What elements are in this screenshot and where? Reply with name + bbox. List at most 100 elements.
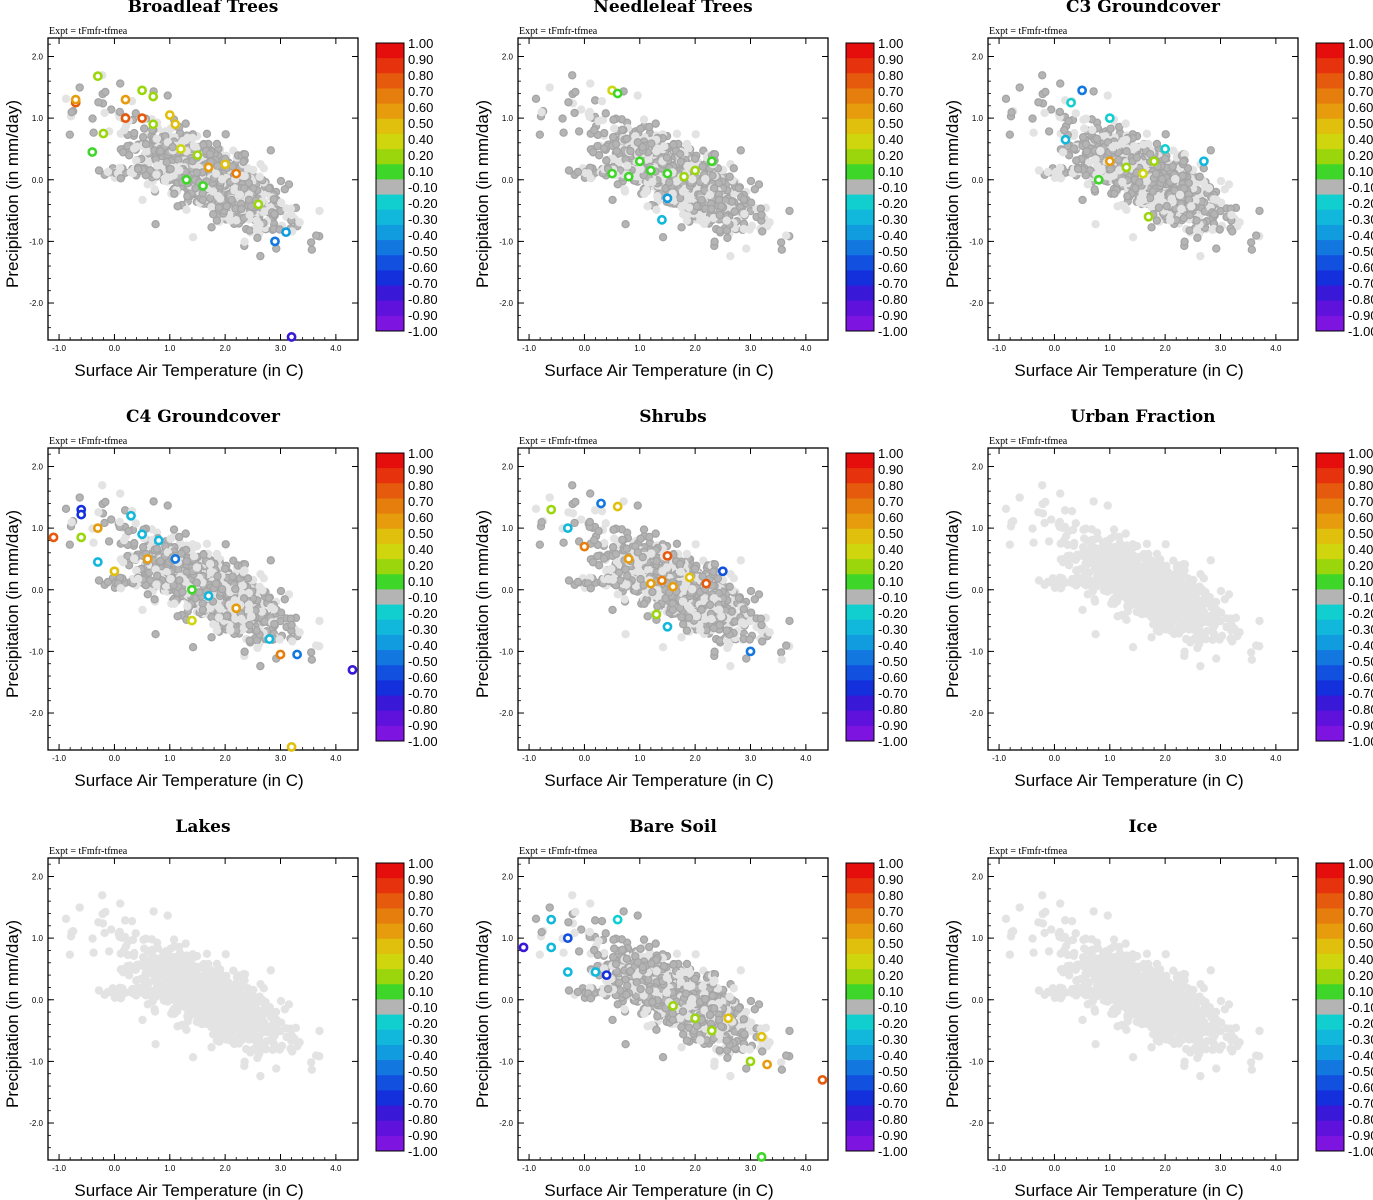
data-point (198, 195, 208, 205)
colorbar-label: 0.70 (878, 84, 903, 99)
colorbar-label: -0.60 (878, 260, 908, 275)
data-point (163, 501, 172, 510)
colorbar-label: 0.10 (408, 164, 433, 179)
data-point (765, 218, 774, 227)
colorbar-label: -0.90 (1348, 308, 1373, 323)
data-point (120, 535, 129, 545)
highlighted-point (1066, 97, 1076, 108)
data-point (244, 178, 253, 188)
data-point (98, 481, 107, 490)
highlighted-point (657, 214, 667, 225)
data-point (531, 504, 541, 514)
data-point (568, 71, 577, 80)
data-point (240, 647, 249, 656)
data-point (776, 238, 786, 247)
data-point (166, 574, 175, 584)
colorbar-swatch (376, 73, 404, 89)
data-point (1135, 178, 1144, 187)
x-tick-label: 3.0 (1215, 344, 1227, 353)
data-point (665, 178, 674, 187)
point-layer (531, 481, 794, 671)
data-point (1178, 171, 1187, 180)
colorbar-swatch (376, 164, 404, 180)
data-point (1040, 108, 1049, 118)
colorbar-swatch (1316, 209, 1344, 226)
highlighted-point (645, 165, 656, 176)
data-point (722, 216, 731, 225)
highlighted-point (170, 554, 181, 564)
data-point (590, 125, 599, 135)
y-tick-label: 1.0 (502, 524, 514, 533)
x-tick-label: 2.0 (1160, 344, 1172, 353)
colorbar-swatch (376, 255, 404, 271)
data-point (1113, 202, 1122, 211)
colorbar-swatch (1316, 255, 1344, 271)
data-point (1015, 83, 1024, 92)
highlighted-point (347, 664, 358, 675)
data-point (163, 548, 173, 557)
highlighted-point (1160, 144, 1171, 154)
y-tick-label: 0.0 (502, 176, 514, 185)
colorbar-label: 0.20 (878, 148, 903, 163)
highlighted-point (198, 181, 208, 191)
data-point (781, 231, 791, 240)
highlighted-point (1143, 211, 1154, 222)
highlighted-point (286, 742, 297, 752)
data-point (696, 216, 705, 225)
data-point (535, 130, 545, 139)
data-point (214, 613, 224, 622)
colorbar-label: -0.90 (408, 308, 438, 323)
data-point (678, 210, 688, 219)
y-tick-label: -2.0 (29, 299, 43, 308)
data-point (188, 643, 198, 652)
data-point (1110, 189, 1119, 198)
colorbar-swatch (1316, 164, 1344, 180)
data-point (103, 167, 113, 177)
highlighted-point (264, 634, 275, 644)
colorbar-label: 0.10 (1348, 164, 1373, 179)
highlighted-point (220, 159, 231, 170)
data-point (1079, 115, 1088, 124)
colorbar-label: -0.10 (878, 180, 908, 195)
colorbar-swatch (376, 665, 404, 681)
data-point (237, 204, 246, 214)
data-point (1228, 227, 1237, 236)
colorbar-swatch (376, 574, 404, 590)
data-point (120, 125, 129, 135)
data-point (758, 227, 767, 236)
colorbar-swatch (376, 315, 404, 332)
data-point (1246, 238, 1256, 247)
colorbar-label: -0.90 (878, 308, 908, 323)
x-tick-label: 0.0 (1049, 344, 1061, 353)
data-point (1034, 166, 1044, 175)
data-point (189, 142, 199, 151)
data-point (608, 132, 618, 142)
highlighted-point (109, 566, 120, 577)
highlighted-point (187, 615, 197, 626)
x-tick-label: -1.0 (522, 754, 536, 763)
colorbar-swatch (376, 710, 404, 727)
data-point (182, 205, 191, 215)
data-point (1092, 134, 1102, 143)
data-point (222, 201, 231, 211)
data-point (221, 130, 230, 139)
data-point (1121, 119, 1130, 128)
data-point (1122, 205, 1131, 215)
data-point (723, 233, 732, 243)
data-point (65, 540, 75, 549)
colorbar-label: -1.00 (878, 324, 908, 339)
colorbar-swatch (1316, 58, 1344, 74)
data-point (1204, 183, 1214, 193)
data-point (1142, 129, 1152, 139)
highlighted-point (137, 529, 148, 540)
data-point (640, 189, 649, 198)
data-point (1152, 216, 1162, 225)
data-point (152, 134, 162, 143)
data-point (1220, 185, 1229, 194)
data-point (133, 574, 143, 584)
data-point (602, 156, 611, 165)
data-point (173, 612, 182, 621)
highlighted-point (92, 71, 103, 82)
data-point (214, 203, 224, 212)
